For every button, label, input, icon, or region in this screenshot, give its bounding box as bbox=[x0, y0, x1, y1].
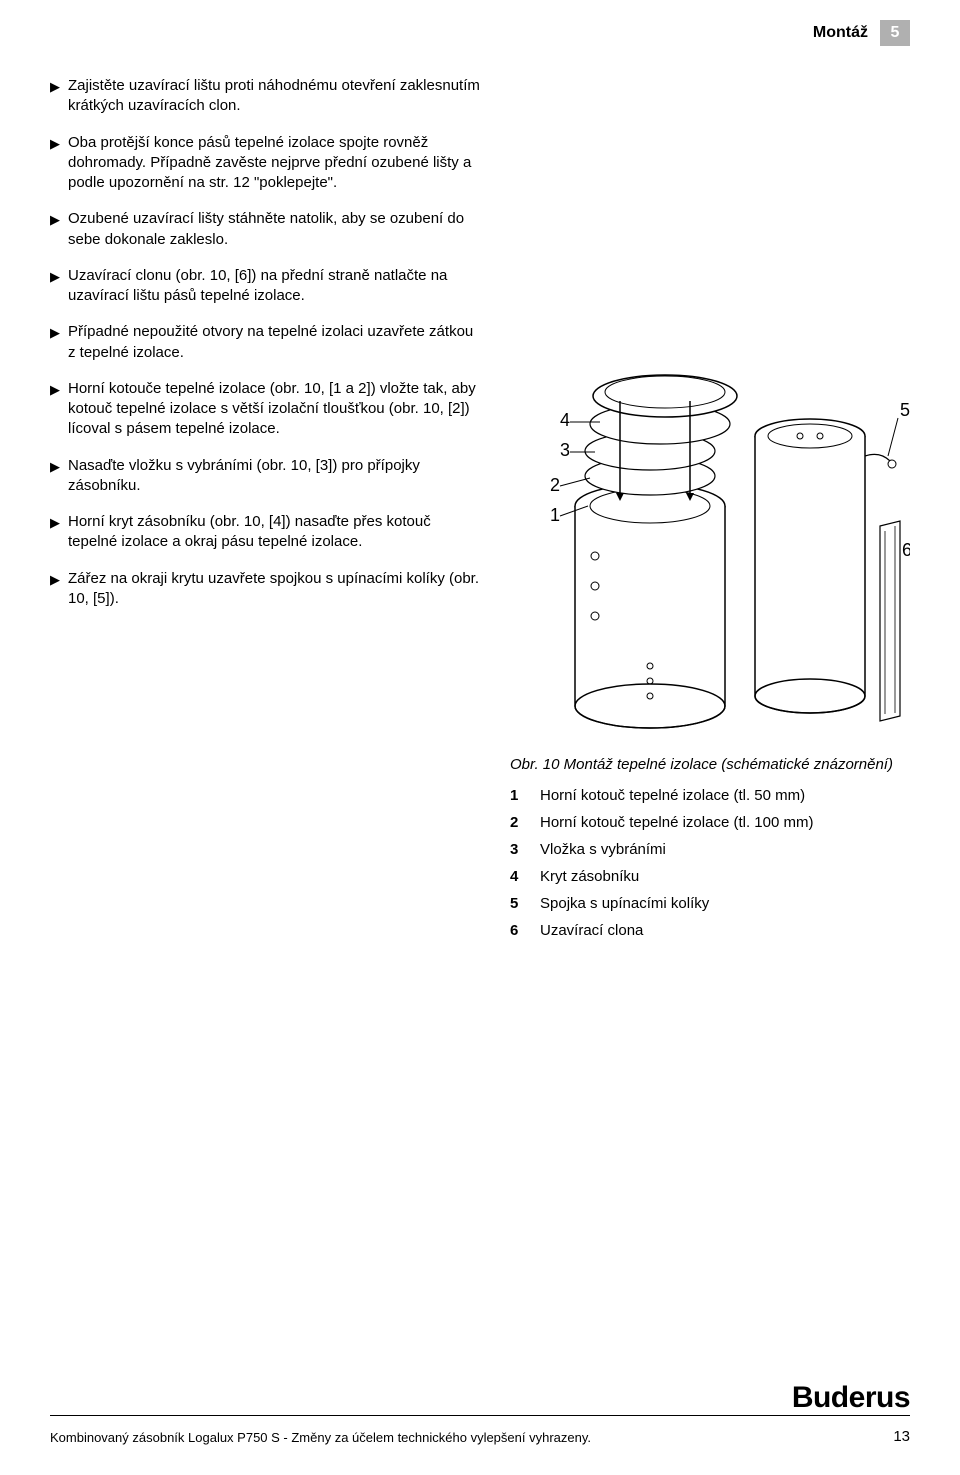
list-item: ▶Nasaďte vložku s vybráními (obr. 10, [3… bbox=[50, 456, 480, 497]
bullet-icon: ▶ bbox=[50, 209, 68, 229]
footer-text: Kombinovaný zásobník Logalux P750 S - Zm… bbox=[50, 1430, 591, 1445]
legend-text: Uzavírací clona bbox=[540, 922, 643, 939]
figure-diagram: 4 3 2 1 5 6 bbox=[510, 356, 910, 736]
list-item: ▶Oba protější konce pásů tepelné izolace… bbox=[50, 133, 480, 194]
legend-num: 1 bbox=[510, 787, 524, 804]
legend-text: Kryt zásobníku bbox=[540, 868, 639, 885]
legend-num: 3 bbox=[510, 841, 524, 858]
legend-item: 2 Horní kotouč tepelné izolace (tl. 100 m… bbox=[510, 814, 910, 831]
legend-text: Horní kotouč tepelné izolace (tl. 100 mm… bbox=[540, 814, 813, 831]
callout-1: 1 bbox=[550, 505, 560, 525]
list-item-text: Případné nepoužité otvory na tepelné izo… bbox=[68, 322, 480, 363]
list-item-text: Horní kotouče tepelné izolace (obr. 10, … bbox=[68, 379, 480, 440]
bullet-icon: ▶ bbox=[50, 322, 68, 342]
legend-item: 6 Uzavírací clona bbox=[510, 922, 910, 939]
list-item-text: Zajistěte uzavírací lištu proti náhodném… bbox=[68, 76, 480, 117]
figure-legend: 1 Horní kotouč tepelné izolace (tl. 50 mm… bbox=[510, 787, 910, 939]
section-number-box: 5 bbox=[880, 20, 910, 46]
bullet-icon: ▶ bbox=[50, 456, 68, 476]
callout-3: 3 bbox=[560, 440, 570, 460]
instruction-list: ▶Zajistěte uzavírací lištu proti náhodné… bbox=[50, 76, 480, 949]
list-item: ▶Horní kotouče tepelné izolace (obr. 10,… bbox=[50, 379, 480, 440]
list-item: ▶Ozubené uzavírací lišty stáhněte natoli… bbox=[50, 209, 480, 250]
list-item: ▶Případné nepoužité otvory na tepelné iz… bbox=[50, 322, 480, 363]
list-item-text: Ozubené uzavírací lišty stáhněte natolik… bbox=[68, 209, 480, 250]
list-item: ▶Zářez na okraji krytu uzavřete spojkou … bbox=[50, 569, 480, 610]
legend-item: 1 Horní kotouč tepelné izolace (tl. 50 mm… bbox=[510, 787, 910, 804]
legend-item: 3 Vložka s vybráními bbox=[510, 841, 910, 858]
list-item-text: Horní kryt zásobníku (obr. 10, [4]) nasa… bbox=[68, 512, 480, 553]
list-item-text: Uzavírací clonu (obr. 10, [6]) na přední… bbox=[68, 266, 480, 307]
list-item: ▶Horní kryt zásobníku (obr. 10, [4]) nas… bbox=[50, 512, 480, 553]
list-item-text: Zářez na okraji krytu uzavřete spojkou s… bbox=[68, 569, 480, 610]
callout-4: 4 bbox=[560, 410, 570, 430]
bullet-icon: ▶ bbox=[50, 379, 68, 399]
page-number: 13 bbox=[893, 1428, 910, 1445]
legend-text: Vložka s vybráními bbox=[540, 841, 666, 858]
callout-6: 6 bbox=[902, 540, 910, 560]
legend-num: 6 bbox=[510, 922, 524, 939]
bullet-icon: ▶ bbox=[50, 266, 68, 286]
page-footer: Buderus Kombinovaný zásobník Logalux P75… bbox=[50, 1381, 910, 1445]
list-item: ▶Uzavírací clonu (obr. 10, [6]) na předn… bbox=[50, 266, 480, 307]
list-item: ▶Zajistěte uzavírací lištu proti náhodné… bbox=[50, 76, 480, 117]
legend-text: Spojka s upínacími kolíky bbox=[540, 895, 709, 912]
bullet-icon: ▶ bbox=[50, 76, 68, 96]
legend-item: 4 Kryt zásobníku bbox=[510, 868, 910, 885]
legend-text: Horní kotouč tepelné izolace (tl. 50 mm) bbox=[540, 787, 805, 804]
list-item-text: Oba protější konce pásů tepelné izolace … bbox=[68, 133, 480, 194]
section-title: Montáž bbox=[813, 24, 868, 42]
figure-caption: Obr. 10 Montáž tepelné izolace (schémati… bbox=[510, 756, 910, 773]
legend-item: 5 Spojka s upínacími kolíky bbox=[510, 895, 910, 912]
list-item-text: Nasaďte vložku s vybráními (obr. 10, [3]… bbox=[68, 456, 480, 497]
brand-logo: Buderus bbox=[50, 1381, 910, 1415]
legend-num: 2 bbox=[510, 814, 524, 831]
callout-2: 2 bbox=[550, 475, 560, 495]
legend-num: 4 bbox=[510, 868, 524, 885]
page-header: Montáž 5 bbox=[50, 20, 910, 46]
callout-5: 5 bbox=[900, 400, 910, 420]
bullet-icon: ▶ bbox=[50, 512, 68, 532]
bullet-icon: ▶ bbox=[50, 133, 68, 153]
bullet-icon: ▶ bbox=[50, 569, 68, 589]
legend-num: 5 bbox=[510, 895, 524, 912]
